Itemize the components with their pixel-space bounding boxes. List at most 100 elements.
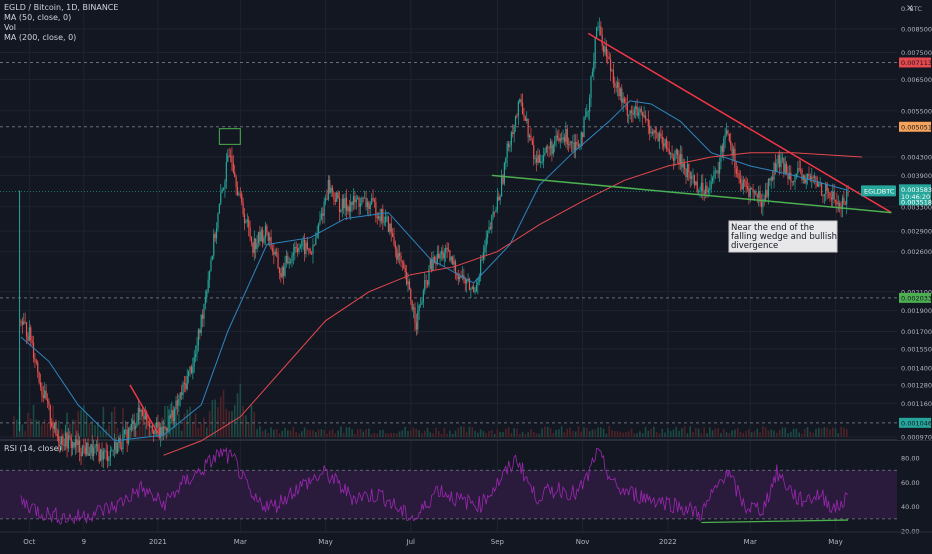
candle-body [65,432,67,447]
candle-body [783,157,785,174]
volume-bar [806,427,809,437]
candle-body [77,440,79,445]
candle-body [697,191,700,193]
candle-body [643,115,645,117]
chart-legend: EGLD / Bitcoin, 1D, BINANCE MA (50, clos… [4,3,118,43]
candle-body [637,112,640,116]
candle-body [681,154,683,168]
candle-body [252,242,254,253]
candle-body [144,411,146,420]
candle-body [317,223,320,234]
candle-body [255,238,257,249]
volume-bar [588,431,591,437]
candle-body [542,155,545,162]
candle-body [565,128,567,142]
price-badge [899,292,931,303]
trendline[interactable] [587,32,892,214]
trendline[interactable] [491,174,892,214]
candle-body [348,206,350,212]
volume-bar [491,429,493,437]
candle-body [217,213,219,229]
candle-body [663,143,665,147]
volume-bar [633,433,636,437]
candle-body [126,429,128,444]
price-tick-label: 0.001700 [901,328,932,336]
candle-body [506,143,508,158]
volume-bar [108,425,110,437]
volume-bar [183,413,186,437]
volume-bar [664,432,666,437]
candle-body [379,216,381,222]
candle-body [366,201,369,208]
candle-body [260,230,262,242]
candle-body [466,279,468,284]
volume-bar [77,410,80,437]
candle-body [477,282,479,286]
volume-bar [404,426,406,437]
candle-body [675,149,677,155]
candle-body [780,159,782,168]
candle-body [250,237,253,243]
candle-body [533,144,535,159]
volume-bar [655,432,658,437]
candle-body [309,249,311,254]
rsi-legend[interactable]: RSI (14, close) [4,444,62,453]
price-tick-label: 0.001550 [901,345,932,353]
volume-bar [194,413,197,437]
candle-body [341,198,343,210]
candle-body [502,175,504,184]
candle-body [611,70,613,72]
candle-body [197,329,200,346]
candle-body [31,340,33,343]
candle-body [445,247,447,253]
candle-body [732,148,735,156]
volume-bar [242,405,244,437]
candle-body [239,193,241,195]
candle-body [151,426,153,431]
annotation-box[interactable] [728,220,838,253]
legend-ma50[interactable]: MA (50, close, 0) [4,13,72,22]
volume-bar [222,389,225,437]
volume-bar [303,427,306,437]
candle-body [577,144,580,147]
candle-body [457,275,459,280]
candle-body [530,135,532,141]
candle-body [654,130,656,133]
candle-body [471,286,473,290]
rsi-tick-label: 80.00 [901,455,920,463]
candle-body [809,176,811,180]
candle-body [25,322,28,337]
candle-body [436,253,438,265]
candle-body [541,161,543,163]
candle-body [759,190,761,203]
price-tick-label: 0.001900 [901,307,932,315]
volume-bar [538,433,541,437]
candle-body [689,172,691,179]
candle-body [424,280,426,291]
candle-body [148,422,151,427]
price-tick-label: 0.005500 [901,107,932,115]
candle-body [88,453,91,456]
candle-body [625,102,627,104]
close-icon[interactable]: ✕ [906,4,914,14]
trendline[interactable] [129,384,159,434]
volume-bar [474,430,476,437]
time-tick-label: Jul [406,538,416,546]
candle-body [225,161,227,182]
symbol-badge[interactable] [861,185,896,197]
volume-bar [717,428,719,437]
divergence-line[interactable] [701,519,849,524]
candle-body [283,266,285,276]
candle-body [619,88,621,97]
legend-symbol[interactable]: EGLD / Bitcoin, 1D, BINANCE [4,3,119,12]
current-price-badge [899,184,931,206]
legend-vol[interactable]: Vol [4,23,16,32]
candle-body [79,440,81,452]
legend-ma200[interactable]: MA (200, close, 0) [4,33,77,42]
highlight-box[interactable] [218,128,241,145]
volume-bar [150,430,152,437]
candle-body [400,256,402,262]
candle-body [527,118,529,138]
candle-body [227,155,229,162]
